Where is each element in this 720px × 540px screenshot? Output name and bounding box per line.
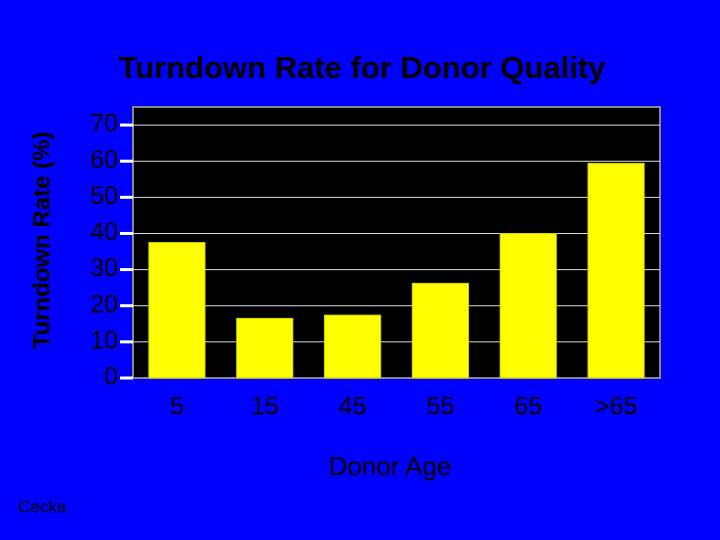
x-tick-label: 45 (339, 393, 367, 421)
x-tick-label: 15 (251, 393, 279, 421)
bar (148, 242, 206, 379)
x-tick-label: >65 (595, 393, 637, 421)
y-axis-label: Turndown Rate (%) (28, 132, 55, 349)
bar (499, 232, 557, 379)
y-tick-label: 10 (90, 326, 118, 354)
y-tick-label: 50 (90, 182, 118, 210)
y-tick-label: 70 (90, 110, 118, 138)
chart-title: Turndown Rate for Donor Quality (119, 50, 607, 85)
plot-area (132, 106, 661, 379)
x-tick-label: 65 (514, 393, 542, 421)
bar (587, 162, 645, 379)
y-tick-label: 40 (90, 218, 118, 246)
y-tick-label: 0 (104, 363, 118, 391)
x-tick-label: 5 (170, 393, 184, 421)
y-tick-label: 20 (90, 290, 118, 318)
x-tick-label: 55 (427, 393, 455, 421)
x-axis-label: Donor Age (329, 451, 452, 481)
y-tick-label: 60 (90, 146, 118, 174)
bar (236, 317, 294, 379)
bar (411, 282, 470, 379)
y-tick-label: 30 (90, 254, 118, 282)
source-note: Cecka (18, 497, 67, 516)
bar (323, 314, 382, 379)
